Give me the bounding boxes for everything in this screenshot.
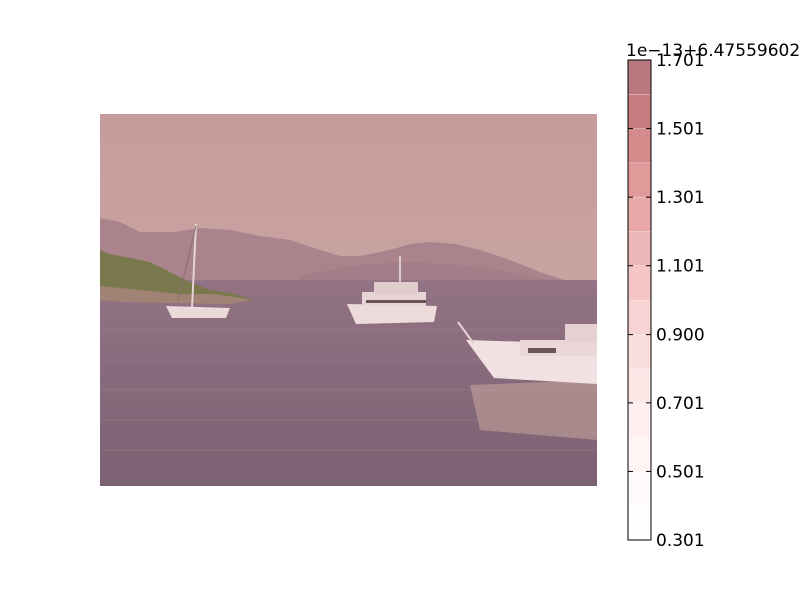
colorbar-cell bbox=[627, 436, 652, 472]
island-rocks bbox=[100, 286, 252, 304]
colorbar-cell bbox=[627, 471, 652, 507]
colorbar-tick-label: 1.701 bbox=[656, 51, 705, 71]
colorbar-cell bbox=[627, 128, 652, 164]
photo-image bbox=[100, 114, 597, 486]
colorbar-tick-label: 0.900 bbox=[656, 326, 705, 346]
colorbar-offset-label: 1e−13+6.47559602 bbox=[626, 41, 800, 61]
island bbox=[100, 250, 255, 302]
sun-glare bbox=[470, 380, 597, 440]
colorbar-cell bbox=[627, 196, 652, 232]
colorbar-frame bbox=[627, 59, 652, 541]
colorbar: 1.701 1.501 1.301 1.101 0.900 0.701 0.501 0.301… bbox=[626, 41, 800, 551]
colorbar-cells bbox=[627, 59, 652, 541]
colorbar-cell bbox=[627, 59, 652, 95]
colorbar-cell bbox=[627, 402, 652, 438]
yacht-right bbox=[457, 321, 597, 384]
colorbar-cell bbox=[627, 265, 652, 301]
colorbar-tick-label: 0.501 bbox=[656, 462, 705, 482]
colorbar-tick-label: 1.301 bbox=[656, 188, 705, 208]
colorbar-tick-label: 0.701 bbox=[656, 394, 705, 414]
colorbar-cell bbox=[627, 368, 652, 404]
colorbar-cell bbox=[627, 300, 652, 335]
colorbar-cell bbox=[627, 505, 652, 541]
colorbar-cell bbox=[627, 93, 652, 129]
colorbar-tick-label: 1.101 bbox=[656, 257, 705, 277]
colorbar-ticks: 1.701 1.501 1.301 1.101 0.900 0.701 0.501 0.301 bbox=[628, 51, 705, 551]
colorbar-cell bbox=[627, 231, 652, 267]
yacht-center bbox=[347, 256, 437, 324]
sailboat bbox=[166, 223, 230, 318]
colorbar-tick-label: 1.501 bbox=[656, 120, 705, 140]
colorbar-cell bbox=[627, 162, 652, 198]
colorbar-cell bbox=[627, 334, 652, 369]
overlay-tint bbox=[100, 114, 597, 486]
colorbar-tick-label: 0.301 bbox=[656, 531, 705, 551]
